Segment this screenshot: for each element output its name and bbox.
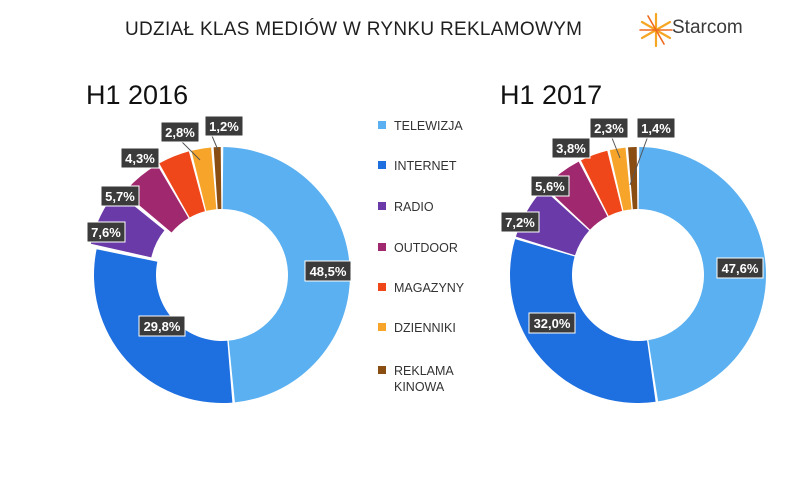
slice-1-magazyny	[580, 150, 623, 216]
legend-item-telewizja: TELEWIZJA	[378, 118, 474, 134]
legend-item-dzienniki: DZIENNIKI	[378, 320, 474, 336]
data-label-1-1: 32,0%	[528, 312, 576, 334]
legend-item-radio: RADIO	[378, 199, 474, 215]
leader-line-0-1	[179, 139, 201, 161]
slice-1-radio	[515, 188, 590, 256]
slice-0-magazyny	[159, 151, 205, 218]
svg-text:48,5%: 48,5%	[310, 264, 347, 279]
period-title-2016: H1 2016	[86, 80, 189, 110]
svg-text:7,2%: 7,2%	[505, 215, 535, 230]
svg-text:1,2%: 1,2%	[209, 119, 239, 134]
data-label-1-2: 7,2%	[500, 211, 540, 233]
slice-0-reklama-kinowa	[213, 147, 222, 210]
legend-swatch	[378, 243, 386, 251]
legend-label: MAGAZYNY	[394, 281, 465, 295]
svg-text:4,3%: 4,3%	[125, 151, 155, 166]
legend-label: REKLAMA KINOWA	[394, 364, 454, 394]
legend-label: OUTDOOR	[394, 241, 458, 255]
data-label-0-2: 7,6%	[86, 221, 126, 243]
data-label-0-5: 2,8%	[160, 121, 200, 143]
starcom-star-icon	[639, 12, 673, 48]
legend-item-magazyny: MAGAZYNY	[378, 280, 474, 296]
data-label-0-1: 29,8%	[138, 315, 186, 337]
svg-text:29,8%: 29,8%	[144, 319, 181, 334]
svg-text:3,8%: 3,8%	[556, 141, 586, 156]
legend-swatch	[378, 121, 386, 129]
legend-label: TELEWIZJA	[394, 119, 463, 133]
chart-title: UDZIAŁ KLAS MEDIÓW W RYNKU REKLAMOWYM	[125, 19, 583, 40]
legend-swatch	[378, 283, 386, 291]
legend-label: DZIENNIKI	[394, 321, 456, 335]
period-title-2017: H1 2017	[500, 80, 603, 110]
data-label-1-5: 2,3%	[589, 117, 629, 139]
logo-text: Starcom	[672, 17, 743, 38]
data-label-0-0: 48,5%	[304, 260, 352, 282]
data-label-1-0: 47,6%	[716, 257, 764, 279]
data-label-0-3: 5,7%	[100, 185, 140, 207]
svg-text:7,6%: 7,6%	[91, 225, 121, 240]
data-label-1-3: 5,6%	[530, 175, 570, 197]
svg-text:5,6%: 5,6%	[535, 179, 565, 194]
svg-text:1,4%: 1,4%	[641, 121, 671, 136]
legend-swatch	[378, 161, 386, 169]
svg-text:2,3%: 2,3%	[594, 121, 624, 136]
leader-line-1-0	[629, 135, 649, 186]
data-label-0-4: 4,3%	[120, 147, 160, 169]
slice-1-internet	[509, 239, 656, 403]
legend-swatch	[378, 202, 386, 210]
slice-0-dzienniki	[191, 147, 217, 211]
leader-line-1-1	[611, 137, 621, 159]
legend-item-outdoor: OUTDOOR	[378, 240, 474, 256]
svg-text:5,7%: 5,7%	[105, 189, 135, 204]
data-label-1-6: 1,4%	[636, 117, 676, 139]
slice-0-outdoor	[124, 164, 189, 233]
data-label-1-4: 3,8%	[551, 137, 591, 159]
slice-0-telewizja	[222, 147, 351, 403]
legend-label: RADIO	[394, 200, 434, 214]
legend-swatch	[378, 366, 386, 374]
svg-text:47,6%: 47,6%	[722, 261, 759, 276]
svg-text:2,8%: 2,8%	[165, 125, 195, 140]
leader-line-0-0	[211, 135, 219, 151]
slice-1-telewizja	[638, 147, 767, 402]
legend-swatch	[378, 323, 386, 331]
legend-item-reklama-kinowa: REKLAMA KINOWA	[378, 363, 474, 395]
legend-item-internet: INTERNET	[378, 158, 474, 174]
legend-label: INTERNET	[394, 159, 457, 173]
data-label-0-6: 1,2%	[204, 115, 244, 137]
slice-1-dzienniki	[609, 147, 632, 211]
svg-text:32,0%: 32,0%	[534, 316, 571, 331]
